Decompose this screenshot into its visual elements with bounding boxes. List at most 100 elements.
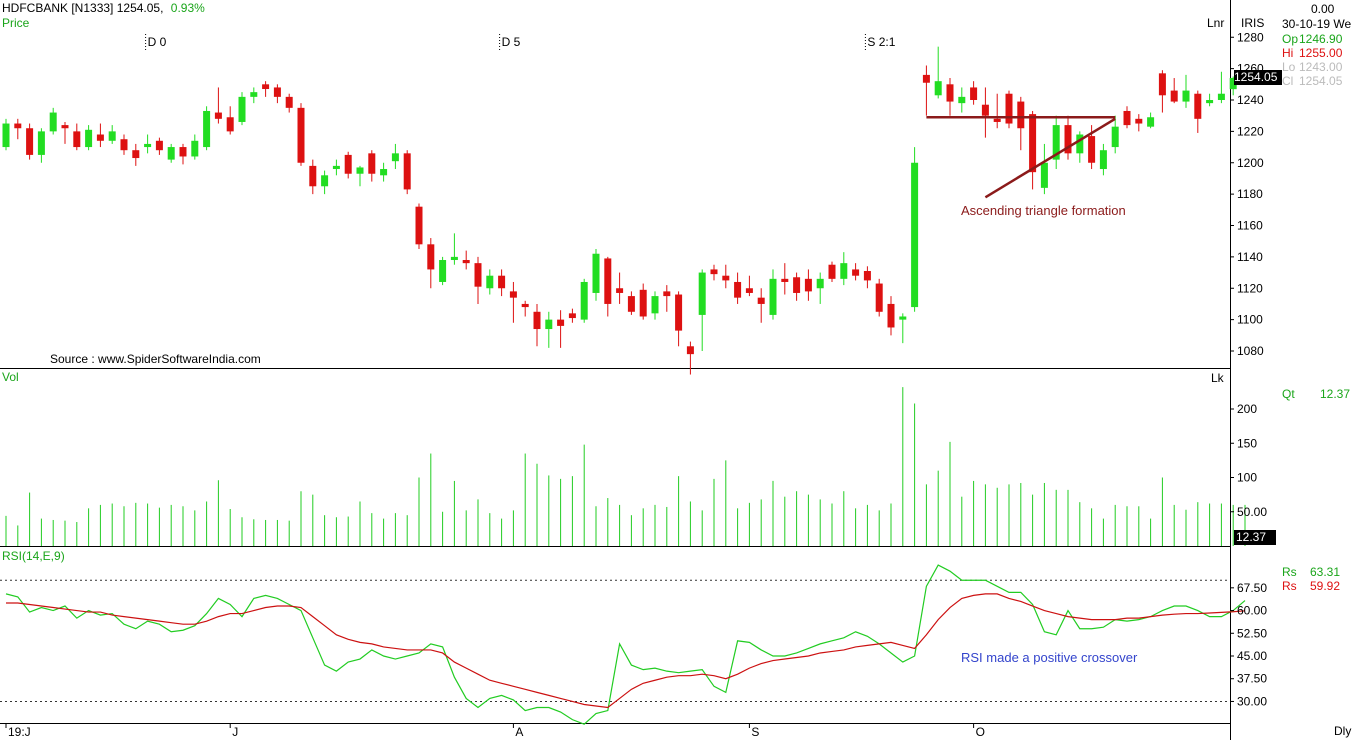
candle-body-25 (297, 107, 305, 163)
candle-body-11 (132, 150, 140, 159)
rsi-annotation: RSI made a positive crossover (961, 650, 1138, 665)
candle-body-101 (1194, 93, 1202, 119)
volume-tick-label-3: 50.00 (1237, 505, 1267, 519)
candle-body-71 (840, 263, 848, 279)
candle-body-19 (226, 117, 234, 132)
symbol-header: HDFCBANK [N1333] 1254.05, 0.93% (2, 1, 205, 15)
candle-body-95 (1123, 110, 1131, 126)
candle-body-32 (380, 169, 388, 176)
top-value: 0.00 (1311, 2, 1335, 16)
candle-body-53 (627, 296, 635, 312)
candle-body-33 (391, 153, 399, 162)
candle-body-28 (332, 165, 340, 170)
rsi-value: 63.31 (1310, 565, 1341, 579)
quantity-readout: Qt 12.37 (1282, 387, 1350, 401)
candle-body-93 (1099, 150, 1107, 170)
candle-body-49 (580, 281, 588, 320)
candle-body-0 (2, 123, 10, 148)
candle-body-81 (958, 96, 966, 104)
open-value: 1246.90 (1299, 32, 1343, 46)
scale-mode[interactable]: Lnr (1207, 16, 1225, 30)
candle-body-99 (1170, 90, 1178, 102)
x-tick-label-4: O (976, 725, 985, 739)
candle-body-61 (722, 275, 730, 281)
candle-body-73 (863, 270, 871, 281)
candle-body-68 (804, 278, 812, 292)
candle-body-54 (639, 289, 647, 317)
candle-body-80 (946, 84, 954, 102)
candle-body-12 (144, 143, 152, 148)
candle-body-77 (911, 162, 919, 308)
price-tick-label-5: 1180 (1237, 187, 1263, 201)
support-trendline (984, 117, 1116, 199)
candle-body-34 (403, 153, 411, 190)
candle-body-100 (1182, 90, 1190, 102)
candle-body-7 (85, 129, 93, 148)
x-tick-label-2: A (515, 725, 523, 739)
candle-body-96 (1135, 118, 1143, 124)
candle-body-88 (1040, 162, 1048, 188)
price-tick-label-3: 1220 (1237, 124, 1264, 138)
volume-tick-label-2: 100 (1237, 471, 1257, 485)
price-tick-label-2: 1240 (1237, 93, 1264, 107)
volume-bars (5, 387, 1246, 546)
candle-body-66 (781, 278, 789, 282)
quantity-value: 12.37 (1320, 387, 1351, 401)
candle-body-87 (1029, 114, 1037, 173)
volume-last-tag: 12.37 (1234, 530, 1276, 545)
change-percent: 0.93% (170, 1, 205, 15)
candle-body-45 (533, 311, 541, 330)
low-readout: Lo 1243.00 (1282, 60, 1342, 74)
event-marker-label-0: D 0 (148, 35, 167, 49)
volume-tick-label-1: 150 (1237, 436, 1257, 450)
axis-labels: 1280126012401220120011801160114011201100… (5, 30, 1267, 739)
candle-body-104 (1229, 77, 1237, 90)
grid-lines (0, 579, 1230, 702)
candle-body-46 (545, 319, 553, 330)
candle-body-29 (344, 154, 352, 174)
candle-body-74 (875, 283, 883, 312)
rsi-tick-label-4: 37.50 (1237, 672, 1267, 686)
rsi-tick-label-3: 45.00 (1237, 649, 1267, 663)
candle-body-23 (273, 87, 281, 97)
rsi-tick-label-5: 30.00 (1237, 694, 1267, 708)
rsi-signal-readout: Rs 59.92 (1282, 579, 1340, 593)
candle-body-31 (368, 153, 376, 174)
candle-body-48 (568, 313, 576, 319)
candle-body-8 (96, 134, 104, 141)
candle-body-50 (592, 253, 600, 293)
candle-body-16 (191, 140, 199, 157)
price-tick-label-9: 1100 (1237, 313, 1263, 327)
candle-body-76 (899, 316, 907, 320)
price-tick-label-4: 1200 (1237, 156, 1264, 170)
candle-body-60 (710, 269, 718, 275)
lock-label[interactable]: Lk (1211, 371, 1224, 385)
last-price: 1254.05, (116, 1, 164, 15)
candle-body-38 (450, 256, 458, 261)
event-marker-label-1: D 5 (502, 35, 521, 49)
rsi-signal-label: Rs (1282, 579, 1297, 593)
triangle-annotation: Ascending triangle formation (961, 203, 1126, 218)
volume-tick-label-0: 200 (1237, 402, 1257, 416)
event-marker-label-2: S 2:1 (867, 35, 895, 49)
candle-body-52 (616, 288, 624, 293)
candle-body-1 (14, 123, 22, 129)
candle-body-9 (108, 131, 116, 141)
candle-body-14 (167, 147, 175, 160)
price-tick-label-7: 1140 (1237, 250, 1263, 264)
candle-body-18 (214, 112, 222, 119)
candle-body-67 (793, 277, 801, 293)
periodicity-label[interactable]: Dly (1334, 724, 1352, 738)
candle-body-36 (427, 244, 435, 270)
candle-body-98 (1158, 73, 1166, 96)
candle-body-92 (1088, 136, 1096, 163)
rsi-label: Rs (1282, 565, 1297, 579)
candle-body-70 (828, 264, 836, 279)
triangle-pattern-lines (926, 116, 1116, 199)
candle-body-3 (37, 131, 45, 155)
rsi-tick-label-1: 60.00 (1237, 604, 1267, 618)
high-value: 1255.00 (1299, 46, 1343, 60)
candle-body-42 (498, 275, 506, 289)
candle-body-47 (557, 319, 565, 326)
